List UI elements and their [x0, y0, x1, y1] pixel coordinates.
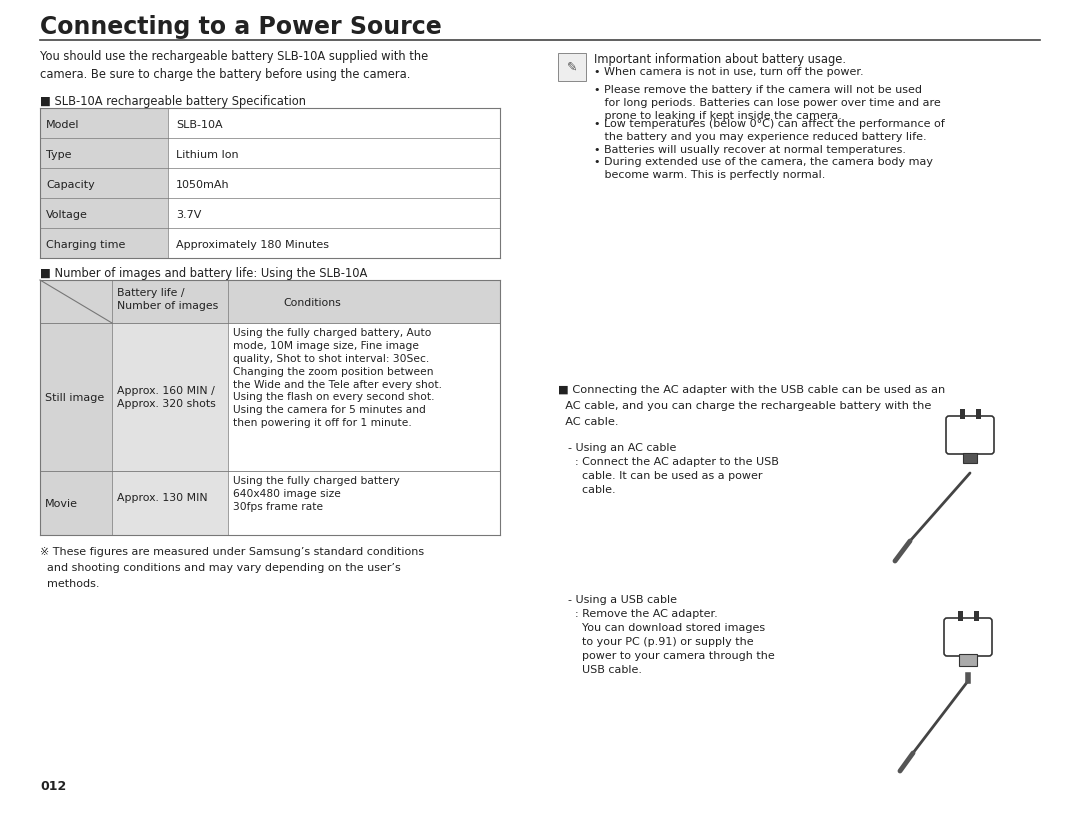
Text: 012: 012 [40, 780, 66, 793]
Bar [963, 453, 977, 463]
Text: Battery life /
Number of images: Battery life / Number of images [117, 288, 218, 311]
Bar [40, 198, 168, 228]
Bar [973, 611, 978, 621]
Text: and shooting conditions and may vary depending on the user’s: and shooting conditions and may vary dep… [40, 563, 401, 573]
Text: Type: Type [46, 149, 71, 160]
Text: Lithium Ion: Lithium Ion [176, 149, 239, 160]
Text: - Using an AC cable
  : Connect the AC adapter to the USB
    cable. It can be u: - Using an AC cable : Connect the AC ada… [568, 443, 779, 495]
Text: Voltage: Voltage [46, 209, 87, 219]
Text: Model: Model [46, 120, 80, 130]
Bar [112, 323, 228, 471]
Bar [228, 471, 500, 535]
Text: Using the fully charged battery, Auto
mode, 10M image size, Fine image
quality, : Using the fully charged battery, Auto mo… [233, 328, 442, 428]
Bar [40, 168, 168, 198]
Text: Charging time: Charging time [46, 240, 125, 249]
Text: AC cable, and you can charge the rechargeable battery with the: AC cable, and you can charge the recharg… [558, 401, 931, 411]
Bar [40, 471, 112, 535]
Bar [40, 138, 168, 168]
Text: Using the fully charged battery
640x480 image size
30fps frame rate: Using the fully charged battery 640x480 … [233, 476, 400, 512]
Bar [168, 168, 500, 198]
Bar [40, 323, 112, 471]
Text: ■ Connecting the AC adapter with the USB cable can be used as an: ■ Connecting the AC adapter with the USB… [558, 385, 945, 395]
Text: SLB-10A: SLB-10A [176, 120, 222, 130]
Bar [958, 611, 962, 621]
Text: Approx. 130 MIN: Approx. 130 MIN [117, 493, 207, 503]
Text: • When camera is not in use, turn off the power.: • When camera is not in use, turn off th… [594, 67, 864, 77]
Bar [168, 138, 500, 168]
Text: Approx. 160 MIN /
Approx. 320 shots: Approx. 160 MIN / Approx. 320 shots [117, 386, 216, 409]
Bar [959, 409, 964, 419]
Bar [975, 409, 981, 419]
Bar [168, 108, 500, 138]
Text: Important information about battery usage.: Important information about battery usag… [594, 53, 846, 66]
Bar [112, 471, 228, 535]
Text: ■ SLB-10A rechargeable battery Specification: ■ SLB-10A rechargeable battery Specifica… [40, 95, 306, 108]
Bar [168, 228, 500, 258]
Bar [40, 228, 168, 258]
Text: You should use the rechargeable battery SLB-10A supplied with the
camera. Be sur: You should use the rechargeable battery … [40, 50, 429, 81]
Text: Approximately 180 Minutes: Approximately 180 Minutes [176, 240, 329, 249]
FancyBboxPatch shape [944, 618, 993, 656]
Text: • Batteries will usually recover at normal temperatures.: • Batteries will usually recover at norm… [594, 145, 906, 155]
Text: • During extended use of the camera, the camera body may
   become warm. This is: • During extended use of the camera, the… [594, 157, 933, 180]
Bar [228, 323, 500, 471]
Text: ■ Number of images and battery life: Using the SLB-10A: ■ Number of images and battery life: Usi… [40, 267, 367, 280]
Text: ※ These figures are measured under Samsung’s standard conditions: ※ These figures are measured under Samsu… [40, 547, 424, 557]
Text: AC cable.: AC cable. [558, 417, 619, 427]
Text: methods.: methods. [40, 579, 99, 589]
Bar [558, 53, 586, 81]
Text: • Low temperatures (below 0°C) can affect the performance of
   the battery and : • Low temperatures (below 0°C) can affec… [594, 119, 945, 142]
Text: Connecting to a Power Source: Connecting to a Power Source [40, 15, 442, 39]
Text: Movie: Movie [45, 499, 78, 509]
FancyBboxPatch shape [946, 416, 994, 454]
Text: Still image: Still image [45, 393, 105, 403]
Text: 3.7V: 3.7V [176, 209, 201, 219]
Text: ✎: ✎ [567, 60, 577, 73]
Bar [168, 198, 500, 228]
Bar [40, 108, 168, 138]
Text: Capacity: Capacity [46, 179, 95, 190]
Text: Conditions: Conditions [283, 297, 341, 307]
FancyBboxPatch shape [959, 654, 977, 666]
Text: 1050mAh: 1050mAh [176, 179, 230, 190]
Text: - Using a USB cable
  : Remove the AC adapter.
    You can download stored image: - Using a USB cable : Remove the AC adap… [568, 595, 774, 675]
Text: • Please remove the battery if the camera will not be used
   for long periods. : • Please remove the battery if the camer… [594, 85, 941, 121]
Bar [40, 280, 500, 323]
